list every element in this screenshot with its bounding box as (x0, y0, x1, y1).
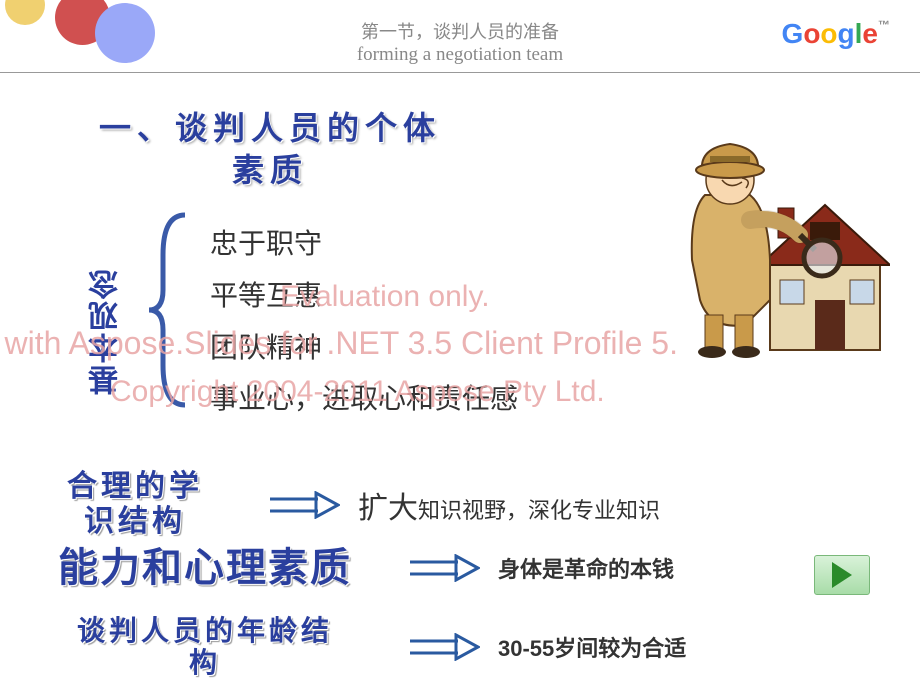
vertical-label: 基本观念 (85, 215, 129, 395)
arrow-icon (408, 633, 480, 661)
google-logo: Google™ (782, 18, 890, 50)
row-age-structure: 谈判人员的年龄结 构 30-55岁间较为合适 (20, 615, 900, 679)
section-title-line1: 一、谈判人员的个体 (30, 108, 510, 150)
row3-label-line2: 构 (20, 647, 390, 679)
watermark-line2: ed with Aspose.Slides for .NET 3.5 Clien… (0, 325, 678, 362)
row1-text-big: 扩大 (358, 492, 418, 525)
row2-text: 身体是革命的本钱 (498, 552, 674, 584)
play-icon (832, 562, 852, 588)
watermark-line3: Copyright 2004-2011 Aspose Pty Ltd. (110, 375, 605, 409)
row3-text: 30-55岁间较为合适 (498, 631, 686, 663)
row3-label-line1: 谈判人员的年龄结 (20, 615, 390, 647)
section-title-line2: 素质 (30, 150, 510, 192)
row1-label: 合理的学 识结构 (20, 470, 250, 539)
row-knowledge-structure: 合理的学 识结构 扩大知识视野，深化专业知识 (20, 470, 900, 539)
watermark-line1: Evaluation only. (280, 280, 490, 314)
header-divider (0, 72, 920, 73)
arrow-icon (408, 554, 480, 582)
row1-label-line2: 识结构 (20, 505, 250, 540)
detective-house-illustration (650, 100, 890, 360)
row1-text: 扩大知识视野，深化专业知识 (358, 483, 660, 527)
row1-label-line1: 合理的学 (20, 470, 250, 505)
next-slide-button[interactable] (814, 555, 870, 595)
arrow-icon (268, 491, 340, 519)
row-ability-psychology: 能力和心理素质 身体是革命的本钱 (20, 545, 900, 591)
row1-text-rest: 知识视野，深化专业知识 (418, 498, 660, 523)
bullet-1: 忠于职守 (210, 218, 518, 270)
row2-label: 能力和心理素质 (20, 545, 390, 591)
row3-label: 谈判人员的年龄结 构 (20, 615, 390, 679)
section-title: 一、谈判人员的个体 素质 (30, 108, 510, 191)
